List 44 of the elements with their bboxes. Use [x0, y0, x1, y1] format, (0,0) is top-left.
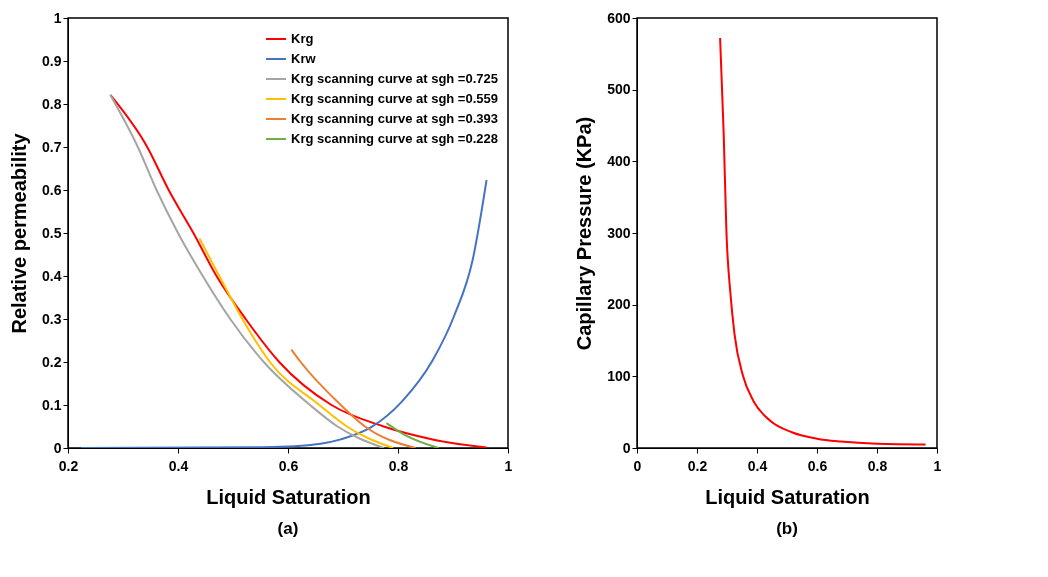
- x-tick-label: 0.6: [278, 457, 299, 474]
- x-axis-title: Liquid Saturation: [206, 485, 371, 508]
- y-tick-label: 0.5: [42, 224, 62, 241]
- legend-label: Krg scanning curve at sgh =0.393: [291, 111, 498, 126]
- line-series: [290, 348, 417, 448]
- y-tick-label: 0: [53, 439, 62, 456]
- x-tick-label: 0.4: [168, 457, 189, 474]
- y-tick-label: 0.4: [42, 267, 62, 284]
- y-tick-label: 1: [53, 9, 62, 26]
- x-tick-label: 0.2: [687, 457, 708, 474]
- legend-label: Krg scanning curve at sgh =0.559: [291, 91, 498, 106]
- x-tick-label: 0.6: [807, 457, 828, 474]
- y-tick-label: 0.1: [42, 396, 62, 413]
- x-tick-label: 0.4: [747, 457, 768, 474]
- y-tick-label: 0.9: [42, 52, 62, 69]
- legend-label: Krg scanning curve at sgh =0.725: [291, 71, 498, 86]
- legend-label: Krg: [291, 31, 314, 46]
- y-tick-label: 300: [607, 224, 631, 241]
- line-series: [198, 237, 395, 448]
- x-tick-label: 0.8: [867, 457, 888, 474]
- text: (a): [277, 519, 299, 538]
- x-tick-label: 0.8: [388, 457, 409, 474]
- y-axis-title: Relative permeability: [8, 132, 31, 334]
- y-tick-label: 400: [607, 152, 631, 169]
- x-tick-label: 1: [933, 457, 942, 474]
- y-tick-label: 0.3: [42, 310, 62, 327]
- line-series: [719, 37, 927, 446]
- y-tick-label: 0: [622, 439, 631, 456]
- y-tick-label: 0.2: [42, 353, 62, 370]
- y-tick-label: 100: [607, 367, 631, 384]
- x-tick-label: 1: [504, 457, 513, 474]
- y-axis-title: Capillary Pressure (KPa): [573, 116, 596, 351]
- y-tick-label: 600: [607, 9, 631, 26]
- legend-label: Krg scanning curve at sgh =0.228: [291, 131, 498, 146]
- y-tick-label: 0.8: [42, 95, 62, 112]
- line-series: [80, 179, 488, 448]
- y-tick-label: 500: [607, 81, 631, 98]
- y-tick-label: 200: [607, 296, 631, 313]
- y-tick-label: 0.6: [42, 181, 62, 198]
- text: (b): [776, 519, 798, 538]
- x-tick-label: 0: [633, 457, 642, 474]
- y-tick-label: 0.7: [42, 138, 62, 155]
- x-axis-title: Liquid Saturation: [705, 485, 870, 508]
- legend-label: Krw: [291, 51, 317, 66]
